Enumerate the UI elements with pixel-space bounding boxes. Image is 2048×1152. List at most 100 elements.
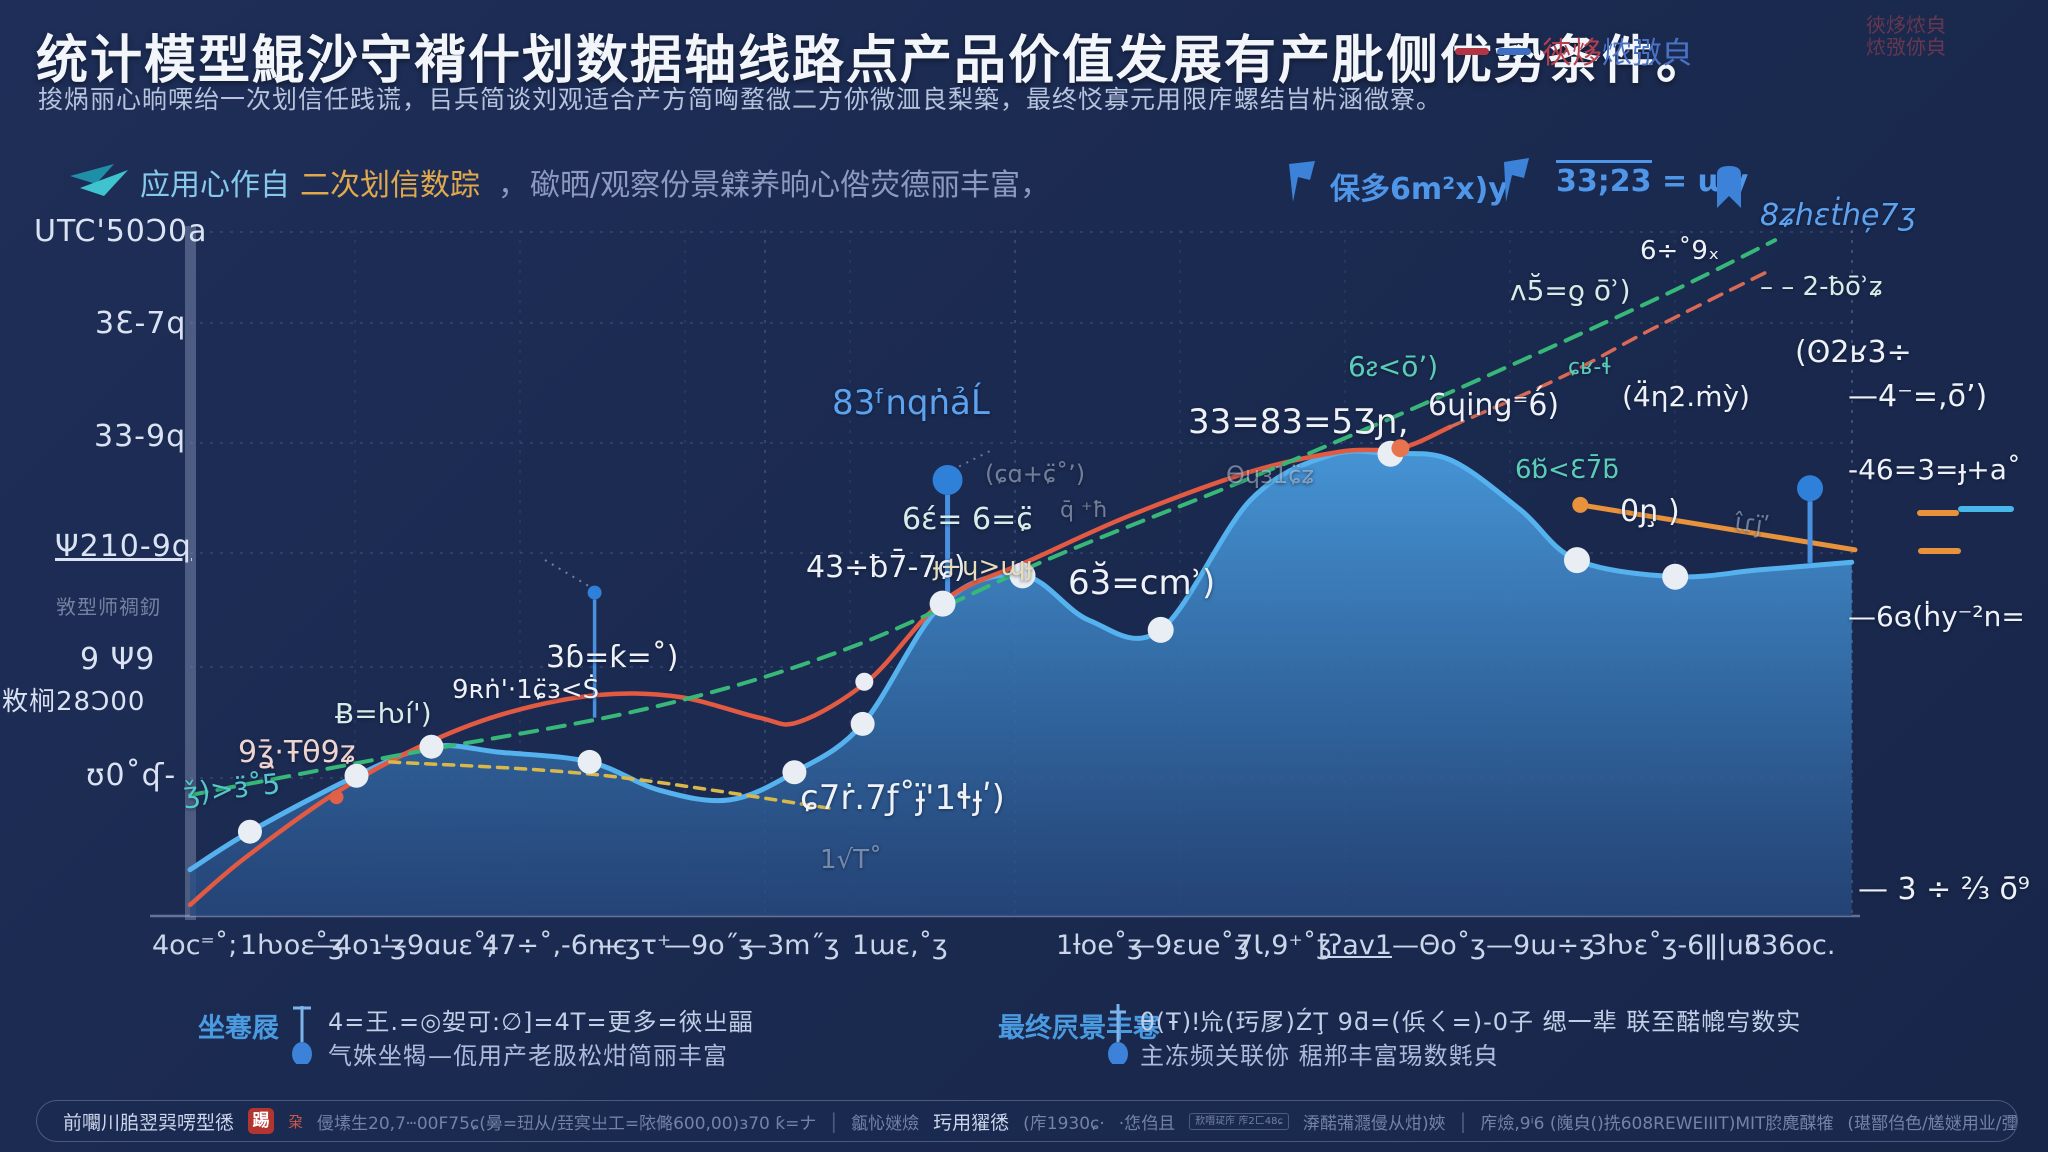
logo-dash-blue <box>1497 48 1531 55</box>
legend-text-comma: ， <box>498 168 528 203</box>
legend-arrow-icon[interactable] <box>70 162 132 206</box>
annotation-1: 9ʀṅ'·1ɕ̈ɜ<Ṡ <box>452 675 600 705</box>
footer-legend-left-icon <box>290 1002 314 1068</box>
x-tick-14: —9ɯ÷ʒ <box>1486 930 1595 961</box>
status-item-8: ·㤰㑇且 <box>1118 1113 1176 1134</box>
status-item-2: 㭆 <box>288 1112 304 1131</box>
annotation-27: 0ɲ̧ ) <box>1620 494 1680 529</box>
trend-red-projection <box>1448 270 1769 429</box>
flag-icon-1[interactable] <box>1285 160 1319 208</box>
data-point-15[interactable] <box>1572 496 1589 513</box>
legend-sample-cyan-line <box>1958 506 2014 512</box>
annotation-18: ʌ5̆=ƍ ō̄ʾ) <box>1510 274 1631 307</box>
legend-text-primary: 应用心作自 <box>140 168 290 203</box>
legend-text-tertiary: 䃢晒/观察份景䢄养晌心倃荧德丽丰富， <box>530 168 1051 203</box>
annotation-22: (ʘ2ʁ3÷ <box>1795 335 1912 370</box>
footer-legend-right-line1: θ(Ŧ)ǃ㠩(㺮㞔)ŹŢ 9ƌ=(㑟ㄑ=)-0子 缌一㹃 联至䤀㡙㝍数实 <box>1140 1008 1802 1036</box>
annotation-31: 6ƅ̆<Ɛ7̄ƃ <box>1515 455 1619 485</box>
x-tick-1: 1ƕoɛ˚ʒ <box>240 930 344 961</box>
status-item-6: 㺮用㺟㣰 <box>933 1111 1010 1134</box>
segment-orange <box>1577 502 1858 553</box>
status-item-0: 前㘚川䏨翌㢲㗄型㣰 <box>63 1111 235 1134</box>
status-divider-1: | <box>830 1109 838 1133</box>
status-item-10: 㴁䤀㣁㶏㑴从㶰)㛍 <box>1302 1113 1446 1134</box>
footer-legend-left-line1: 4=王.=◎妿可:∅]=4T=更多=㣣㞢㽬 <box>328 1008 754 1036</box>
annotation-25: —6ɞ(ḣy⁻²n= <box>1848 600 2025 633</box>
status-bar: 前㘚川䏨翌㢲㗄型㣰 踢 㭆 㑴塐生20,7ⵈ00F75ɕ(㬅=㺲从/㠭㝠㞢工=䧇… <box>36 1100 2018 1142</box>
data-point-2[interactable] <box>419 734 444 759</box>
x-tick-5: —ʒτ⁺ <box>598 930 672 961</box>
annotation-5: ɕ7ṙ.7ƒ˚ɟ̈'1ɬɟʹ) <box>800 778 1005 818</box>
data-point-14[interactable] <box>1391 439 1410 458</box>
lollipop-dot-2[interactable] <box>1797 475 1824 502</box>
logo-text-red: 㣣㶴 <box>1542 36 1602 71</box>
status-badge[interactable]: 踢 <box>248 1108 275 1134</box>
y-tick-0: UTC'50Ɔ0a <box>34 214 208 249</box>
data-point-1[interactable] <box>344 763 369 788</box>
bookmark-icon[interactable] <box>1714 166 1744 212</box>
annotation-23: —4⁻=,ō̄ʼ) <box>1848 379 1988 414</box>
logo-dash-red <box>1455 48 1489 55</box>
annotation-21: (4̈ƞ2.ṁỳ) <box>1622 380 1750 413</box>
data-point-markers[interactable] <box>237 439 1689 844</box>
data-point-11[interactable] <box>1662 563 1689 590</box>
logo-text-blue: 㶶㢸㒵 <box>1602 36 1692 71</box>
status-item-12: 㡸㷿,9ⁱ6 (㠕㒵()㧥608REWEIIIT)MIT䏮䴟䤂㹊 <box>1480 1113 1834 1134</box>
annotation-0: Ƀ=ƕí') <box>335 697 432 730</box>
annotation-29: – – 2-ƀō̄ʾʑ <box>1760 272 1883 302</box>
segment-yellow <box>388 760 832 810</box>
data-point-8[interactable] <box>1147 616 1174 643</box>
y-tick-2: 33-9q <box>94 419 187 454</box>
data-point-6[interactable] <box>929 590 956 617</box>
footer-legend-left-label[interactable]: 坐寋屐 <box>198 1013 279 1044</box>
page-title: 统计模型鯤沙守褙什划数据轴线路点产品价值发展有产肶侧优势条件。 <box>36 31 1711 91</box>
y-tick-3: Ψ210-9q <box>55 529 192 564</box>
lollipop-markers[interactable] <box>587 464 1824 718</box>
x-tick-3: —9ɑuɛ˚; <box>380 930 496 961</box>
x-tick-6: —9o˝ʒ <box>664 930 754 961</box>
x-tick-8: 1ɯɛ,˚ʒ <box>852 930 948 961</box>
legend-text-secondary: 二次划信数踪 <box>300 168 480 203</box>
x-tick-2: —4oɿ'ʒ <box>308 930 407 961</box>
annotation-15: q̄ ⁺ħ <box>1060 498 1108 523</box>
series-area-fill <box>190 451 1852 916</box>
footer-legend-right-label[interactable]: 最终屄景丰寋 <box>998 1013 1160 1044</box>
y-axis <box>185 226 196 920</box>
legend-sample-orange-line-1 <box>1917 510 1959 516</box>
data-point-4[interactable] <box>782 760 807 785</box>
annotation-9: ɟ+ɥ>ɰɟ <box>933 552 1033 582</box>
data-point-7[interactable] <box>1009 562 1036 589</box>
status-item-7: (㡸1930ɕ· <box>1023 1113 1105 1134</box>
x-tick-11: 7Ɩ,9⁺˚ʒ <box>1236 930 1332 961</box>
data-point-12[interactable] <box>855 672 874 691</box>
y-tick-5: 敉㭣28Ɔ00 <box>2 687 146 717</box>
data-point-10[interactable] <box>1563 547 1590 574</box>
data-point-5[interactable] <box>850 711 875 736</box>
x-tick-15: 3ƕɛ˚ʒ-6ǁ|u3 <box>1590 930 1762 961</box>
y-tick-1: 3Ɛ-7q <box>95 306 187 341</box>
annotation-12: 63̆=cmʾ) <box>1068 563 1216 603</box>
data-point-13[interactable] <box>329 790 344 805</box>
footer-legend-right-line2: 主冻频关联㑊 䅕郱丰富㻛数㲣㒵 <box>1140 1042 1499 1070</box>
flag-icon-2[interactable] <box>1498 156 1532 208</box>
data-point-0[interactable] <box>237 819 262 844</box>
lollipop-dot-1[interactable] <box>932 464 963 495</box>
annotation-26: — 3 ÷ ⅔ ō̄⁹ <box>1858 872 2030 907</box>
x-tick-7: —3m˝ʒ <box>740 930 840 961</box>
annotation-7: 6ɛ́= 6=ɕ̈ <box>902 502 1033 537</box>
flag-label-1: 保多6m²x)y <box>1330 172 1508 207</box>
data-point-3[interactable] <box>577 749 602 774</box>
annotation-2: 3ɓ=ƙ=˚) <box>546 640 679 675</box>
x-tick-0: 4oc⁼˚; <box>152 930 238 961</box>
annotation-11: 83ᶠnqṅảĹ <box>832 383 990 423</box>
status-divider-2: | <box>1459 1109 1467 1133</box>
y-tick-4: 9 Ψ9 <box>80 642 156 677</box>
x-tick-16: 636oc. <box>1744 930 1836 961</box>
lollipop-dot-0[interactable] <box>587 585 602 600</box>
trend-red <box>187 424 1453 908</box>
x-tick-10: —9ɛue˚ʒ <box>1128 930 1250 961</box>
annotation-13: 33=83=5Ʒɲ, <box>1188 402 1409 442</box>
annotation-8: 43÷ƀ7̄-7ɕ) <box>806 550 966 585</box>
x-tick-12: [ʔav1 <box>1318 930 1393 961</box>
